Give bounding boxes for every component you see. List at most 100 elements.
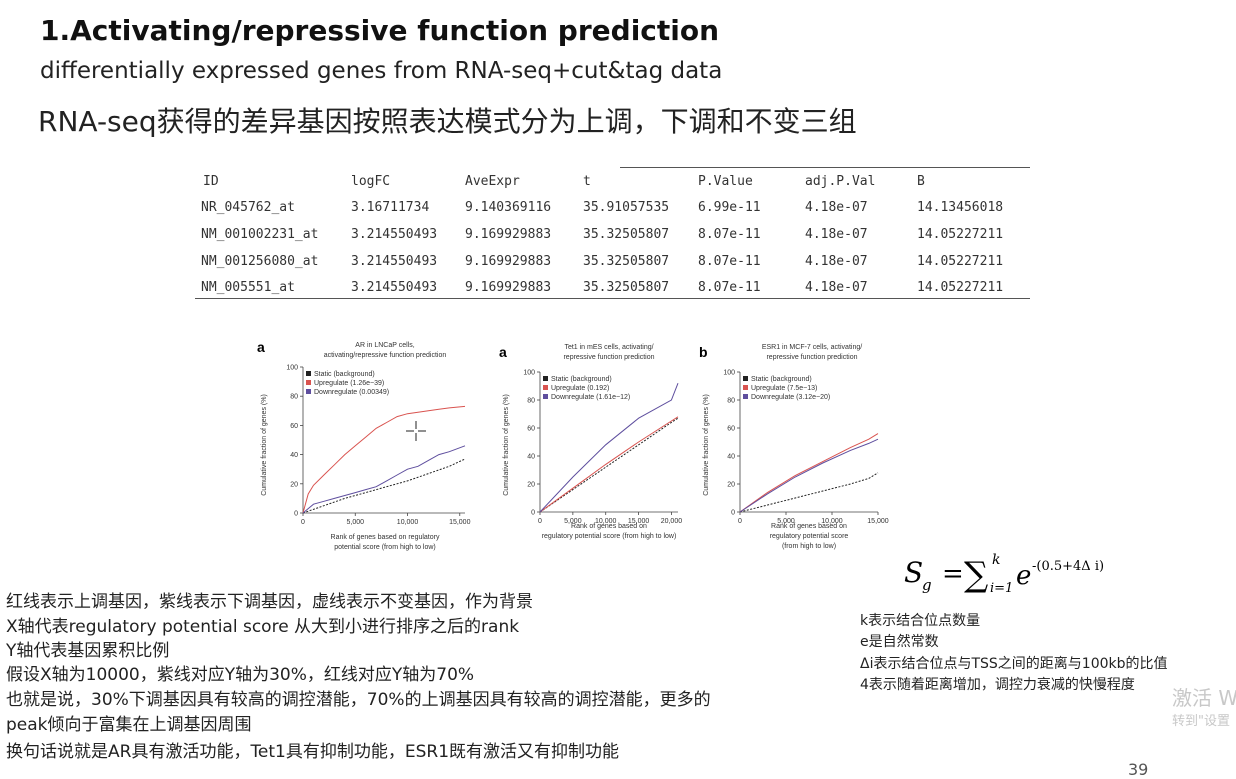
note-line: 假设X轴为10000，紫线对应Y轴为30%，红线对应Y轴为70% (6, 665, 475, 685)
legend-label: Upregulate (0.192) (551, 385, 609, 392)
series-line (302, 458, 466, 514)
legend-label: Downregulate (1.61e−12) (551, 394, 630, 401)
table-cell: 3.16711734 (351, 200, 430, 215)
series-line (302, 405, 466, 514)
y-tick-label: 40 (527, 454, 535, 461)
chart-title-line2: repressive function prediction (766, 354, 857, 361)
x-tick-label: 15,000 (628, 518, 650, 525)
panel-letter: a (499, 344, 507, 360)
y-axis-label: Cumulative fraction of genes (%) (703, 394, 710, 496)
formula-sum-lower: i=1 (990, 581, 1013, 596)
panel-letter: b (699, 344, 708, 360)
legend-label: Downregulate (0.00349) (314, 389, 389, 396)
legend-swatch (543, 385, 548, 390)
y-tick-label: 20 (527, 482, 535, 489)
legend-label: Downregulate (3.12e−20) (751, 394, 830, 401)
formula-lhs-subscript: g (922, 576, 932, 594)
table-cell: 14.05227211 (917, 280, 1004, 295)
formula-svg: S g = ∑ k i=1 e -(0.5+4Δ i) (904, 552, 1104, 596)
table-cell: 4.18e-07 (805, 200, 868, 215)
series-line (302, 445, 466, 514)
table-cell: 9.169929883 (465, 227, 552, 242)
legend-swatch (543, 394, 548, 399)
table-bottom-rule (195, 298, 1030, 299)
table-cell: 3.214550493 (351, 227, 438, 242)
note-line: Y轴代表基因累积比例 (6, 641, 170, 661)
legend-label: Static (background) (551, 376, 612, 383)
table-cell: 3.214550493 (351, 280, 438, 295)
x-tick-label: 10,000 (821, 518, 843, 525)
y-tick-label: 40 (290, 452, 298, 459)
chart-title-line2: activating/repressive function predictio… (324, 352, 447, 359)
y-tick-label: 100 (523, 370, 535, 377)
slide-subtitle: differentially expressed genes from RNA-… (40, 58, 723, 84)
note-line: 也就是说，30%下调基因具有较高的调控潜能，70%的上调基因具有较高的调控潜能，… (6, 690, 711, 710)
slide-subtitle-chinese: RNA-seq获得的差异基因按照表达模式分为上调，下调和不变三组 (38, 105, 857, 138)
table-header-id: ID (203, 174, 219, 189)
x-tick-label: 0 (738, 518, 742, 525)
y-tick-label: 100 (286, 365, 298, 372)
windows-activation-watermark: 激活 W (1172, 686, 1236, 710)
legend-label: Static (background) (751, 376, 812, 383)
table-top-rule (620, 167, 1030, 168)
note-line: X轴代表regulatory potential score 从大到小进行排序之… (6, 617, 520, 637)
y-tick-label: 0 (294, 511, 298, 518)
slide-title: 1.Activating/repressive function predict… (40, 14, 720, 47)
table-cell: 14.05227211 (917, 227, 1004, 242)
table-cell: 35.91057535 (583, 200, 670, 215)
formula-sum: ∑ (964, 555, 988, 595)
chart-ar-lncap: a AR in LNCaP cells, activating/repressi… (255, 335, 485, 560)
legend-swatch (743, 385, 748, 390)
table-header-aveexpr: AveExpr (465, 174, 520, 189)
table-cell: 8.07e-11 (698, 227, 761, 242)
chart-title-line1: AR in LNCaP cells, (355, 342, 414, 349)
table-cell: NR_045762_at (201, 200, 295, 215)
legend-swatch (306, 380, 311, 385)
x-tick-label: 10,000 (595, 518, 617, 525)
gene-table: ID logFC AveExpr t P.Value adj.P.Val B N… (195, 160, 1035, 300)
formula-note: e是自然常数 (860, 634, 939, 650)
table-cell: 35.32505807 (583, 254, 670, 269)
y-tick-label: 100 (723, 370, 735, 377)
legend-swatch (306, 389, 311, 394)
legend-label: Upregulate (7.5e−13) (751, 385, 817, 392)
y-tick-label: 60 (727, 426, 735, 433)
page-number: 39 (1128, 760, 1149, 779)
windows-activation-watermark-sub: 转到"设置 (1172, 714, 1230, 729)
table-cell: 14.13456018 (917, 200, 1004, 215)
table-cell: NM_005551_at (201, 280, 295, 295)
series-line (739, 438, 879, 513)
chart-esr1-mcf7: b ESR1 in MCF-7 cells, activating/ repre… (697, 340, 897, 560)
table-cell: 8.07e-11 (698, 280, 761, 295)
legend-swatch (543, 376, 548, 381)
x-axis-label-line1: Rank of genes based on regulatory (331, 534, 440, 541)
x-axis-label-line1: Rank of genes based on (771, 523, 847, 530)
y-tick-label: 80 (527, 398, 535, 405)
y-tick-label: 40 (727, 454, 735, 461)
table-cell: 6.99e-11 (698, 200, 761, 215)
table-cell: 3.214550493 (351, 254, 438, 269)
x-axis-label-line3: (from high to low) (782, 543, 836, 550)
y-tick-label: 0 (531, 510, 535, 517)
table-header-b: B (917, 174, 925, 189)
legend-swatch (306, 371, 311, 376)
chart-tet1-mes-svg: a Tet1 in mES cells, activating/ repress… (499, 344, 682, 540)
y-tick-label: 60 (527, 426, 535, 433)
x-axis-label-line2: regulatory potential score (770, 533, 849, 540)
y-axis-label: Cumulative fraction of genes (%) (261, 394, 268, 496)
formula-sum-upper: k (992, 552, 1000, 568)
table-cell: 8.07e-11 (698, 254, 761, 269)
chart-title-line2: repressive function prediction (563, 354, 654, 361)
x-tick-label: 5,000 (564, 518, 582, 525)
series-line (739, 472, 879, 513)
legend-label: Upregulate (1.26e−39) (314, 380, 384, 387)
chart-ar-lncap-svg: a AR in LNCaP cells, activating/repressi… (257, 339, 471, 551)
x-axis-label-line1: Rank of genes based on (571, 523, 647, 530)
chart-tet1-mes: a Tet1 in mES cells, activating/ repress… (497, 340, 697, 550)
x-tick-label: 5,000 (777, 518, 795, 525)
chart-esr1-mcf7-svg: b ESR1 in MCF-7 cells, activating/ repre… (699, 344, 889, 550)
x-tick-label: 0 (538, 518, 542, 525)
formula-note: k表示结合位点数量 (860, 613, 981, 629)
table-cell: 35.32505807 (583, 227, 670, 242)
y-tick-label: 20 (727, 482, 735, 489)
